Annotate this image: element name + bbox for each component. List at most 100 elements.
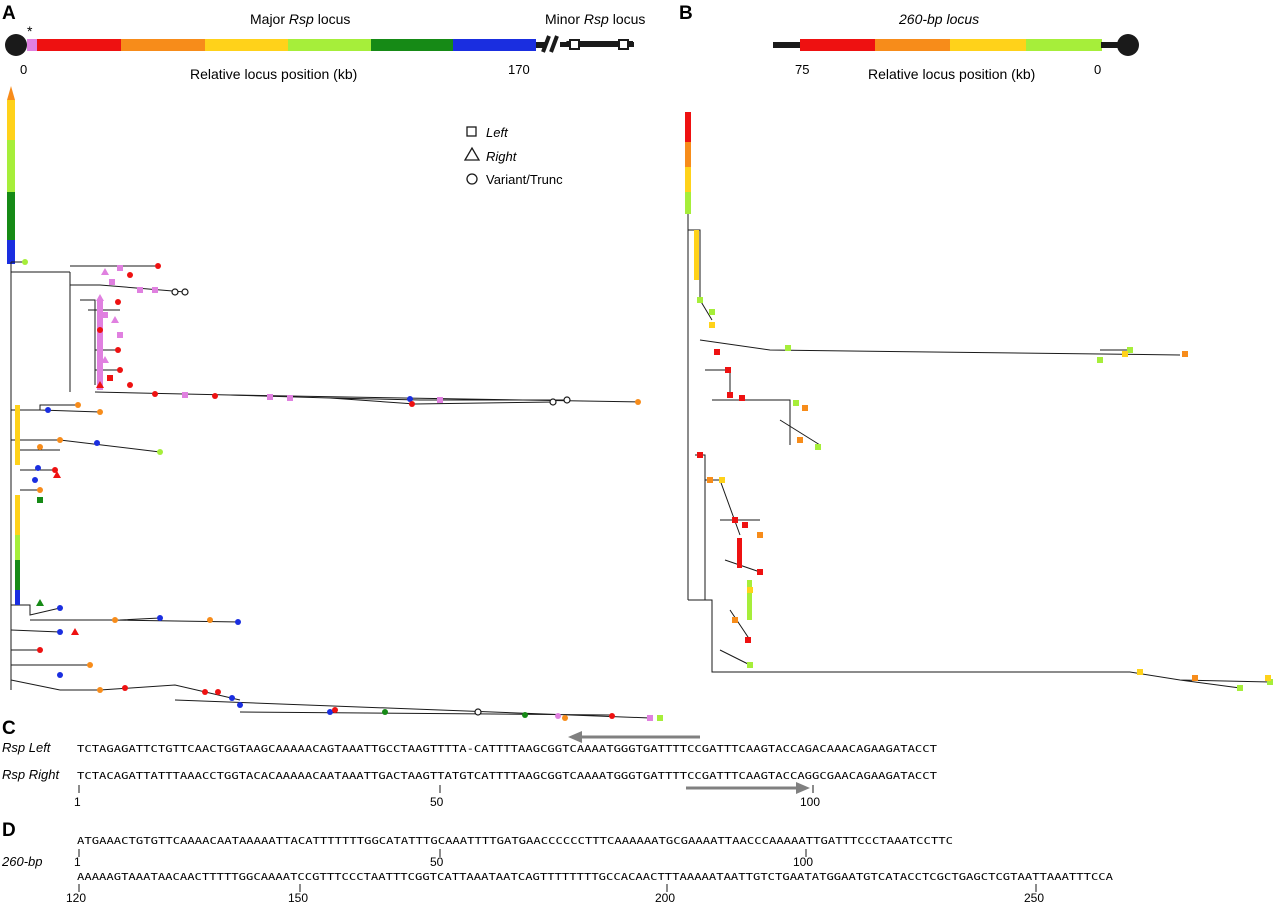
tip-marker xyxy=(727,392,733,398)
tree-b-bar-lime xyxy=(747,580,752,620)
tip-marker xyxy=(35,465,41,471)
d-row-label: 260-bp xyxy=(1,854,42,869)
reverse-arrow-head-icon xyxy=(568,731,582,743)
d2-tick-label-150: 150 xyxy=(288,891,308,904)
tip-marker xyxy=(53,471,61,478)
tip-marker xyxy=(1192,675,1198,681)
tree-b-tips xyxy=(697,297,1273,691)
tip-marker xyxy=(802,405,808,411)
tip-marker xyxy=(609,713,615,719)
c-tick-label-50: 50 xyxy=(430,795,444,809)
tree-a-lower-clade xyxy=(10,604,651,719)
tip-marker xyxy=(96,381,104,388)
d1-tick-label-50: 50 xyxy=(430,855,444,869)
tip-marker xyxy=(747,587,753,593)
tree-b-root-red xyxy=(685,112,691,142)
tip-marker xyxy=(407,396,413,402)
d-sequence-line2: AAAAAGTAAATAACAACTTTTTGGCAAAATCCGTTTCCCT… xyxy=(77,872,1113,883)
c-tick-label-100: 100 xyxy=(800,795,820,809)
spine-bar-yellow-2 xyxy=(15,495,20,535)
tree-b-root-orange xyxy=(685,142,691,167)
tip-marker xyxy=(1265,675,1271,681)
locus-break-mark xyxy=(541,35,559,53)
tip-marker xyxy=(742,522,748,528)
tip-marker xyxy=(157,449,163,455)
tip-marker xyxy=(409,401,415,407)
tip-marker xyxy=(707,477,713,483)
svg-text:Major Rsp locus: Major Rsp locus xyxy=(250,11,350,27)
tip-marker xyxy=(52,467,58,473)
tip-marker xyxy=(1122,351,1128,357)
tip-marker xyxy=(793,400,799,406)
tip-marker xyxy=(115,347,121,353)
tip-marker xyxy=(549,398,557,406)
legend-circle-icon xyxy=(466,173,478,185)
tip-marker xyxy=(522,712,528,718)
locus-connector xyxy=(536,42,546,48)
panel-d-letter: D xyxy=(2,820,16,841)
minor-locus-italic: Rsp xyxy=(584,11,609,27)
tip-marker xyxy=(732,617,738,623)
minor-locus-prefix: Minor xyxy=(545,11,584,27)
tip-marker xyxy=(725,367,731,373)
major-locus-italic: Rsp xyxy=(289,11,314,27)
tip-marker xyxy=(57,437,63,443)
tip-marker xyxy=(127,272,133,278)
tip-marker xyxy=(1237,685,1243,691)
tree-a-mid-clade xyxy=(11,404,161,491)
tip-marker xyxy=(171,288,179,296)
legend-triangle-icon xyxy=(463,146,481,161)
major-locus-title: Major Rsp locus xyxy=(250,11,350,27)
tip-marker xyxy=(32,477,38,483)
spine-bar-lime xyxy=(15,535,20,560)
tip-marker xyxy=(1097,357,1103,363)
tip-marker xyxy=(235,619,241,625)
tip-marker xyxy=(215,689,221,695)
tip-marker xyxy=(117,265,123,271)
tip-marker xyxy=(96,294,104,301)
panel-b-title: 260-bp locus xyxy=(898,11,979,27)
tip-marker xyxy=(112,617,118,623)
tip-marker xyxy=(474,708,482,716)
d1-tick-label-1: 1 xyxy=(74,855,81,869)
tip-marker xyxy=(709,309,715,315)
locus-bar-a: * xyxy=(5,23,634,56)
axis-b-label: Relative locus position (kb) xyxy=(868,66,1035,82)
tip-marker xyxy=(115,299,121,305)
tree-a-upper-clade xyxy=(11,261,641,403)
tip-marker xyxy=(202,689,208,695)
locus-bar-b xyxy=(773,34,1139,56)
tip-marker xyxy=(182,392,188,398)
locus-b-segment-yellow xyxy=(950,39,1026,51)
tip-marker xyxy=(36,599,44,606)
tip-marker xyxy=(1137,669,1143,675)
tip-marker xyxy=(635,399,641,405)
tip-marker xyxy=(57,672,63,678)
locus-segment-pink xyxy=(27,39,37,51)
tip-marker xyxy=(101,356,109,363)
tip-marker xyxy=(757,569,763,575)
clade-bar-pink xyxy=(97,300,103,390)
primer-arrows xyxy=(568,731,810,794)
minor-locus-line xyxy=(560,42,634,47)
tip-marker xyxy=(739,395,745,401)
tip-marker xyxy=(45,407,51,413)
tip-marker xyxy=(109,279,115,285)
rsp-left-label: Rsp Left xyxy=(2,740,52,755)
tip-marker xyxy=(785,345,791,351)
tip-marker xyxy=(237,702,243,708)
tip-marker xyxy=(555,713,561,719)
tip-marker xyxy=(229,695,235,701)
tip-marker xyxy=(757,532,763,538)
tip-marker xyxy=(97,409,103,415)
tip-marker xyxy=(107,375,113,381)
d2-tick-label-120: 120 xyxy=(66,891,86,904)
tip-marker xyxy=(117,332,123,338)
rsp-left-sequence: TCTAGAGATTCTGTTCAACTGGTAAGCAAAAACAGTAAAT… xyxy=(77,744,937,755)
spine-bar-yellow-1 xyxy=(15,405,20,465)
tip-marker xyxy=(267,394,273,400)
tip-marker xyxy=(71,628,79,635)
legend-variant-label: Variant/Trunc xyxy=(486,172,563,187)
locus-segment-blue xyxy=(453,39,536,51)
